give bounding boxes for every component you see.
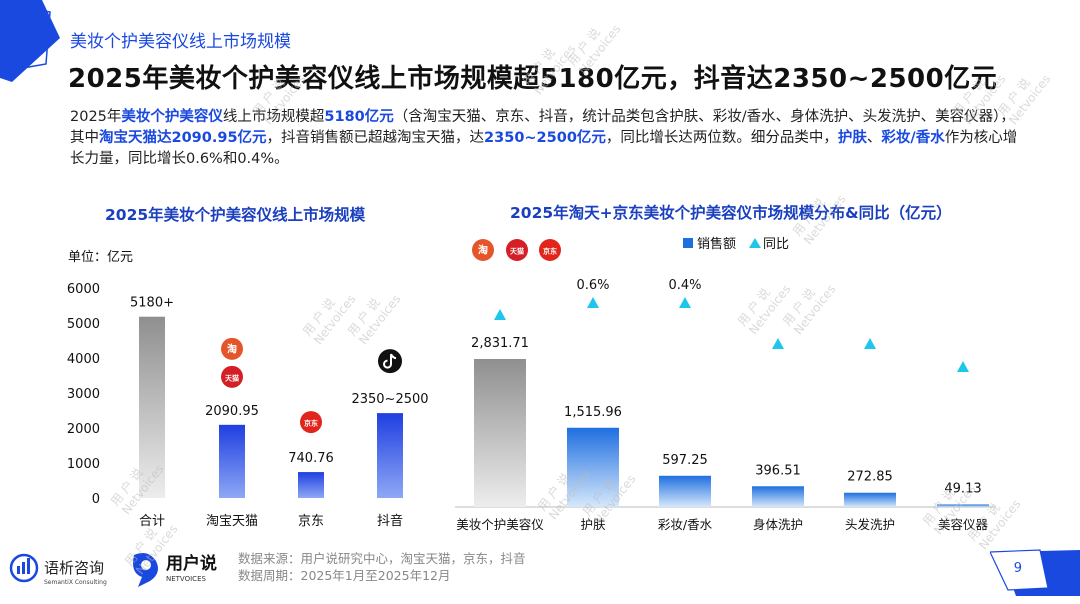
y-tick-label: 5000 — [67, 317, 100, 332]
data-label: 740.76 — [288, 451, 334, 466]
data-source-note: 数据来源：用户说研究中心，淘宝天猫，京东，抖音 数据周期：2025年1月至202… — [238, 550, 526, 584]
bar-美容仪器 — [937, 504, 989, 507]
data-label: 49.13 — [944, 481, 981, 496]
semantix-cn: 语析咨询 — [44, 559, 104, 577]
bar-淘宝天猫 — [219, 424, 245, 498]
x-tick-label: 身体洗护 — [753, 517, 803, 532]
summary-text: 、 — [866, 130, 882, 146]
x-tick-label: 头发洗护 — [845, 517, 895, 532]
y-tick-label: 3000 — [67, 387, 100, 402]
tmall-icon: 天猫 — [506, 239, 528, 261]
bar-彩妆/香水 — [659, 475, 711, 507]
taobao-icon-label: 淘 — [478, 244, 488, 257]
summary-highlight: 美妆个护美容仪 — [121, 109, 223, 125]
page-number: 9 — [1013, 561, 1022, 576]
legend-swatch-sales — [683, 238, 693, 248]
data-label: 1,515.96 — [564, 405, 622, 420]
summary-highlight: 淘宝天猫达2090.95亿元 — [99, 130, 267, 146]
jd-icon-label: 京东 — [304, 419, 318, 428]
data-label: 272.85 — [847, 470, 893, 485]
yoy-marker — [772, 338, 784, 349]
summary-highlight: 5180亿元 — [324, 109, 394, 125]
data-source: 数据来源：用户说研究中心，淘宝天猫，京东，抖音 — [238, 551, 526, 566]
summary-highlight: 护肤 — [837, 130, 867, 146]
summary-text: （含淘宝天猫、京东、抖音，统计品类包含护肤、彩妆/香水、身体洗护、头发洗护、美容… — [70, 109, 1015, 146]
bar-护肤 — [567, 427, 619, 507]
netvoices-logo: 用户说 NETVOICES — [133, 553, 217, 587]
yoy-marker — [864, 338, 876, 349]
yoy-marker — [494, 309, 506, 320]
market-size-chart: 0 1000 2000 3000 4000 5000 6000 5180+ 合计 2090.95 淘… — [67, 282, 429, 529]
jd-icon-label: 京东 — [543, 247, 557, 256]
data-label: 2350~2500 — [351, 392, 428, 407]
semantix-en: SemantiX Consulting — [44, 579, 107, 586]
bar-京东 — [298, 472, 324, 498]
page-number-decoration — [990, 549, 1080, 596]
summary-text: 2025年 — [70, 109, 122, 125]
page-title: 2025年美妆个护美容仪线上市场规模超5180亿元，抖音达2350~2500亿元 — [68, 64, 998, 94]
section-label: 美妆个护美容仪线上市场规模 — [70, 32, 291, 52]
x-tick-label: 淘宝天猫 — [206, 514, 258, 529]
y-tick-label: 4000 — [67, 352, 100, 367]
summary-highlight: 彩妆/香水 — [881, 130, 945, 146]
y-tick-label: 2000 — [67, 422, 100, 437]
netvoices-en: NETVOICES — [166, 575, 206, 583]
summary-text: ，抖音销售额已超越淘宝天猫，达 — [266, 130, 485, 146]
tmall-icon: 天猫 — [221, 365, 243, 388]
chart1-title: 2025年美妆个护美容仪线上市场规模 — [105, 206, 366, 224]
y-tick-label: 1000 — [67, 457, 100, 472]
corner-decoration — [0, 0, 60, 82]
x-tick-label: 美容仪器 — [938, 517, 989, 532]
jd-icon: 京东 — [539, 239, 561, 261]
douyin-icon — [378, 349, 402, 374]
yoy-marker — [679, 297, 691, 308]
taobao-icon-label: 淘 — [227, 342, 237, 355]
x-tick-label: 彩妆/香水 — [658, 517, 713, 532]
x-tick-label: 京东 — [298, 514, 324, 529]
yoy-label: 0.4% — [668, 278, 701, 293]
y-tick-label: 6000 — [67, 282, 100, 297]
summary-text: 线上市场规模超 — [222, 109, 325, 125]
summary-paragraph: 2025年美妆个护美容仪线上市场规模超5180亿元（含淘宝天猫、京东、抖音，统计… — [70, 107, 1020, 170]
x-tick-label: 美妆个护美容仪 — [456, 517, 544, 532]
bar-身体洗护 — [752, 486, 804, 507]
jd-icon: 京东 — [300, 411, 322, 434]
legend-label-sales: 销售额 — [697, 236, 736, 252]
unit-label: 单位：亿元 — [68, 250, 134, 265]
data-label: 597.25 — [662, 453, 708, 468]
bar-抖音 — [377, 413, 403, 498]
chart2-title: 2025年淘天+京东美妆个护美容仪市场规模分布&同比（亿元） — [510, 204, 952, 222]
tmall-icon-label: 天猫 — [510, 247, 524, 256]
data-label: 2090.95 — [205, 404, 259, 419]
x-tick-label: 抖音 — [377, 513, 403, 529]
category-distribution-chart: 淘 天猫 京东 销售额 同比 2,831.71 美妆个护美容仪 1,515.96 护肤 0.6% 5… — [455, 236, 995, 532]
yoy-marker — [587, 297, 599, 308]
bar-合计 — [139, 316, 165, 498]
data-label: 2,831.71 — [471, 336, 529, 351]
x-tick-label: 护肤 — [580, 517, 606, 532]
netvoices-cn: 用户说 — [166, 553, 217, 574]
summary-text: 作为核心增长力量，同比增长0.6%和0.4%。 — [70, 130, 1018, 167]
chart-legend: 销售额 同比 — [683, 236, 789, 252]
data-period: 数据周期：2025年1月至2025年12月 — [238, 568, 451, 583]
semantix-logo: 语析咨询 SemantiX Consulting — [9, 553, 107, 586]
bar-美妆个护美容仪 — [474, 359, 526, 507]
y-tick-label: 0 — [92, 492, 100, 507]
yoy-marker — [957, 361, 969, 372]
taobao-icon: 淘 — [472, 239, 494, 261]
x-tick-label: 合计 — [139, 514, 165, 529]
data-label: 396.51 — [755, 463, 801, 478]
yoy-label: 0.6% — [576, 278, 609, 293]
summary-text: ，同比增长达两位数。细分品类中， — [605, 130, 838, 146]
bar-头发洗护 — [844, 492, 896, 507]
data-label: 5180+ — [130, 296, 174, 311]
taobao-icon: 淘 — [221, 337, 243, 360]
summary-highlight: 2350~2500亿元 — [484, 130, 606, 146]
legend-swatch-yoy — [749, 238, 761, 248]
tmall-icon-label: 天猫 — [225, 373, 239, 382]
legend-label-yoy: 同比 — [763, 237, 789, 252]
